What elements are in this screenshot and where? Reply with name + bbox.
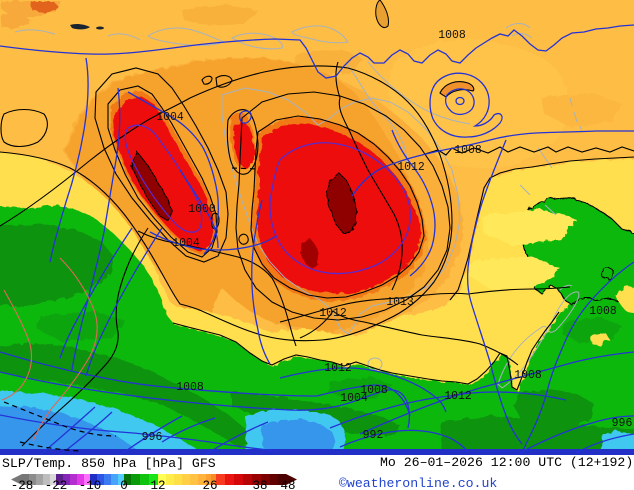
svg-text:1008: 1008 [514, 369, 542, 382]
svg-text:1004: 1004 [340, 392, 368, 405]
svg-text:1008: 1008 [360, 384, 388, 397]
svg-text:1008: 1008 [454, 144, 482, 157]
svg-text:1012: 1012 [397, 161, 425, 174]
svg-text:38: 38 [252, 479, 267, 490]
svg-text:48: 48 [280, 479, 295, 490]
svg-text:Mo 26–01–2026 12:00 UTC (12+19: Mo 26–01–2026 12:00 UTC (12+192) [380, 455, 633, 470]
svg-text:1000: 1000 [188, 203, 216, 216]
svg-text:1008: 1008 [589, 305, 617, 318]
svg-text:-28: -28 [11, 479, 34, 490]
svg-text:1012: 1012 [319, 307, 347, 320]
svg-text:996: 996 [612, 417, 633, 430]
svg-text:26: 26 [202, 479, 217, 490]
svg-text:-10: -10 [79, 479, 102, 490]
svg-text:SLP/Temp. 850 hPa [hPa] GFS: SLP/Temp. 850 hPa [hPa] GFS [2, 456, 216, 471]
svg-text:1012: 1012 [444, 390, 472, 403]
svg-text:0: 0 [120, 479, 128, 490]
svg-text:12: 12 [150, 479, 165, 490]
svg-text:1008: 1008 [176, 381, 204, 394]
svg-text:1013: 1013 [386, 296, 414, 309]
svg-text:996: 996 [142, 431, 163, 444]
svg-text:1012: 1012 [324, 362, 352, 375]
svg-text:1004: 1004 [156, 111, 184, 124]
svg-text:1004: 1004 [172, 237, 200, 250]
svg-text:992: 992 [363, 429, 384, 442]
svg-text:-22: -22 [45, 479, 68, 490]
svg-text:©weatheronline.co.uk: ©weatheronline.co.uk [339, 476, 497, 490]
svg-text:1008: 1008 [438, 29, 466, 42]
